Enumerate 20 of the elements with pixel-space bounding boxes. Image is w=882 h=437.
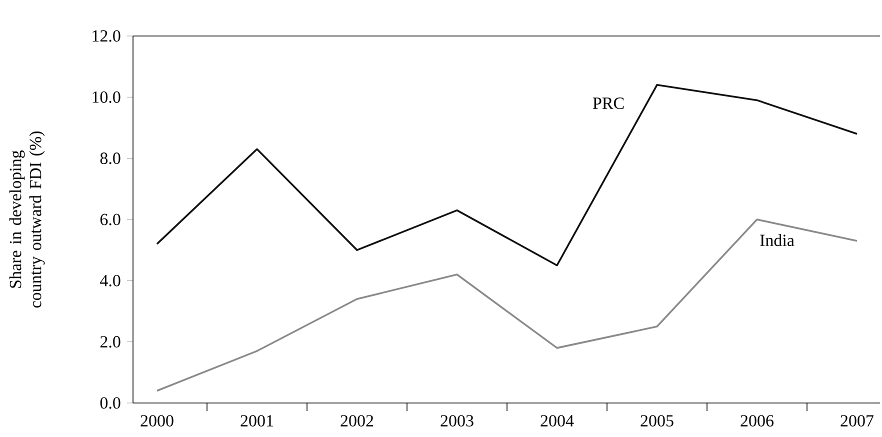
x-tick-label: 2000 bbox=[140, 415, 174, 427]
x-tick-label: 2007 bbox=[840, 415, 874, 427]
line-series bbox=[156, 84, 858, 266]
x-tick-label: 2005 bbox=[640, 415, 674, 427]
y-tick-label: 8.0 bbox=[100, 152, 120, 164]
series-label: PRC bbox=[592, 98, 624, 109]
y-tick-label: 12.0 bbox=[92, 30, 120, 42]
x-tick-label: 2001 bbox=[240, 415, 273, 427]
y-tick-label: 4.0 bbox=[100, 274, 120, 286]
y-tick-label: 10.0 bbox=[92, 91, 120, 103]
y-axis-title: Share in developing country outward FDI (%) bbox=[9, 131, 45, 308]
x-tick-label: 2002 bbox=[340, 415, 374, 427]
x-tick-label: 2003 bbox=[440, 415, 474, 427]
line-series bbox=[156, 218, 858, 392]
series-label: India bbox=[760, 234, 794, 246]
y-tick-label: 6.0 bbox=[100, 214, 120, 226]
x-tick-label: 2006 bbox=[740, 415, 774, 427]
x-tick-label: 2004 bbox=[540, 415, 574, 427]
y-tick-label: 0.0 bbox=[100, 397, 120, 409]
y-tick-label: 2.0 bbox=[100, 336, 120, 348]
